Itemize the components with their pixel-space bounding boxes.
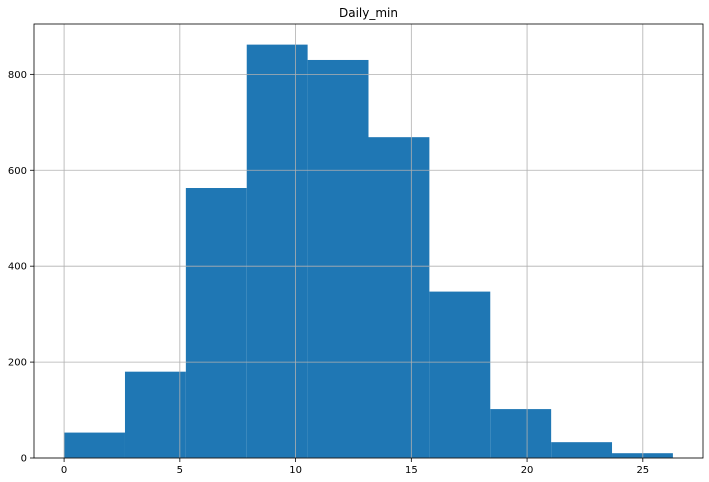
y-tick-label: 0 bbox=[21, 454, 27, 465]
histogram-bar bbox=[490, 409, 552, 458]
x-tick-label: 10 bbox=[289, 465, 302, 476]
y-tick-label: 800 bbox=[8, 70, 27, 81]
y-axis: 0 200 400 600 800 bbox=[8, 70, 34, 465]
grid-lines bbox=[34, 24, 703, 459]
histogram-bar bbox=[124, 371, 186, 458]
y-tick-label: 200 bbox=[8, 358, 27, 369]
histogram-bar bbox=[185, 188, 247, 458]
x-tick-label: 0 bbox=[61, 465, 67, 476]
histogram-bar bbox=[551, 442, 613, 458]
x-axis: 0 5 10 15 20 25 bbox=[61, 458, 649, 476]
histogram-bar bbox=[64, 432, 125, 458]
histogram-bar bbox=[307, 59, 369, 458]
histogram-bars bbox=[64, 44, 673, 458]
x-tick-label: 20 bbox=[521, 465, 534, 476]
histogram-bar bbox=[246, 44, 308, 458]
chart-title: Daily_min bbox=[339, 6, 398, 20]
histogram-bar bbox=[429, 291, 491, 458]
x-tick-label: 15 bbox=[405, 465, 418, 476]
histogram-bar bbox=[368, 137, 430, 458]
x-tick-label: 25 bbox=[636, 465, 649, 476]
x-tick-label: 5 bbox=[177, 465, 183, 476]
y-tick-label: 600 bbox=[8, 166, 27, 177]
y-tick-label: 400 bbox=[8, 262, 27, 273]
plot-frame bbox=[33, 23, 704, 459]
